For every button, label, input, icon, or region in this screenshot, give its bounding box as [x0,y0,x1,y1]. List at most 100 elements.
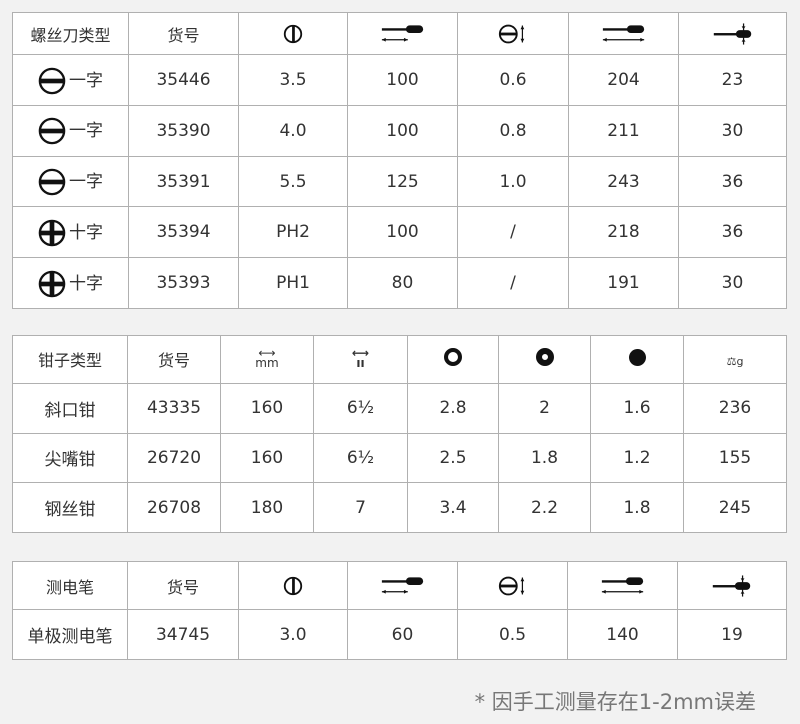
handle-diameter-icon [708,574,756,598]
item-no-cell: 35446 [128,54,239,107]
spec-cell: 100 [347,54,458,107]
spec-cell: PH1 [238,257,348,309]
spec-cell: 30 [678,105,787,157]
spec-cell: 0.5 [457,609,568,660]
type-cell: 一字 [12,105,129,157]
type-cell: 单极测电笔 [12,609,128,660]
table-row: 十字 35393 PH1 80/191 30 [12,257,787,309]
type-cell: 钢丝钳 [12,482,128,533]
spec-cell: 1.8 [498,432,591,484]
measurement-note: * 因手工测量存在1-2mm误差 [474,690,756,714]
spec-cell: 80 [347,257,458,309]
pliers-spec-table: 钳子类型 货号 ⟷ mm ⟷ ıı ⚖g 斜口钳 43335 160 6½ 2.8 2 1.6 2… [12,335,787,533]
spec-cell: 36 [678,155,787,208]
spec-cell: 3.5 [238,54,348,107]
soft-wire-icon [628,348,646,366]
item-no-cell: 43335 [127,382,221,434]
spec-cell: 236 [683,382,787,434]
length-mm-icon: ⟷ mm [255,345,279,370]
type-header: 钳子类型 [12,335,128,384]
voltage-tester-spec-table: 测电笔 货号 单极测电笔 34745 3.0 60 0.5 140 19 [12,560,787,660]
spec-cell: 1.8 [590,482,684,533]
spec-cell: 245 [683,482,787,533]
type-cell: 一字 [12,155,129,208]
table-row: 一字 35446 3.5 100 0.6 204 23 [12,54,787,107]
spec-cell: 0.6 [457,54,569,107]
blade-width-icon [282,575,304,597]
spec-cell: PH2 [238,206,348,259]
spec-cell: 1.6 [590,382,684,434]
spec-cell: 1.2 [590,432,684,484]
total-length-icon [600,22,648,46]
spec-cell: 140 [567,609,678,660]
spec-cell: 0.8 [457,105,569,157]
spec-cell: 23 [678,54,787,107]
slotted-icon [38,67,66,95]
spec-cell: / [457,257,569,309]
table-row: 斜口钳 43335 160 6½ 2.8 2 1.6 236 [12,382,787,434]
spec-cell: 60 [347,609,458,660]
handle-diameter-icon [709,22,757,46]
item-no-cell: 34745 [127,609,239,660]
table-row: 一字 35391 5.5 125 1.0 243 36 [12,155,787,208]
type-cell: 尖嘴钳 [12,432,128,484]
type-header: 螺丝刀类型 [12,11,129,56]
slotted-icon [38,168,66,196]
spec-cell: 36 [678,206,787,259]
spec-cell: 100 [347,206,458,259]
item-no-header: 货号 [127,560,239,611]
spec-cell: 2.2 [498,482,591,533]
header-row: 测电笔 货号 [12,560,787,611]
type-cell: 十字 [12,206,129,259]
spec-cell: 2 [498,382,591,434]
blade-thickness-icon [497,22,529,46]
item-no-cell: 26708 [127,482,221,533]
phillips-icon [38,270,66,298]
weight-icon: ⚖g [726,354,744,368]
spec-cell: 3.0 [238,609,348,660]
header-row: 钳子类型 货号 ⟷ mm ⟷ ıı ⚖g [12,335,787,384]
spec-cell: 243 [568,155,679,208]
spec-cell: 6½ [313,382,408,434]
blade-thickness-icon [497,574,529,598]
total-length-icon [599,574,647,598]
table-row: 一字 35390 4.0 100 0.8 211 30 [12,105,787,157]
spec-cell: 30 [678,257,787,309]
item-no-cell: 35390 [128,105,239,157]
table-row: 十字 35394 PH2 100/218 36 [12,206,787,259]
table-row: 钢丝钳 26708 180 7 3.4 2.2 1.8 245 [12,482,787,533]
type-cell: 一字 [12,54,129,107]
spec-cell: 191 [568,257,679,309]
spec-cell: 100 [347,105,458,157]
spec-cell: 160 [220,382,314,434]
blade-length-icon [379,574,427,598]
blade-length-icon [379,22,427,46]
item-no-cell: 35393 [128,257,239,309]
spec-cell: 2.8 [407,382,499,434]
item-no-header: 货号 [128,11,239,56]
spec-cell: 1.0 [457,155,569,208]
spec-cell: 19 [677,609,787,660]
item-no-cell: 35391 [128,155,239,208]
item-no-header: 货号 [127,335,221,384]
spec-cell: 155 [683,432,787,484]
spec-cell: 180 [220,482,314,533]
table-row: 尖嘴钳 26720 160 6½ 2.5 1.8 1.2 155 [12,432,787,484]
type-cell: 十字 [12,257,129,309]
type-cell: 斜口钳 [12,382,128,434]
item-no-cell: 35394 [128,206,239,259]
spec-cell: 125 [347,155,458,208]
item-no-cell: 26720 [127,432,221,484]
slotted-icon [38,117,66,145]
header-row: 螺丝刀类型 货号 [12,11,787,56]
spec-cell: 2.5 [407,432,499,484]
spec-cell: 204 [568,54,679,107]
spec-cell: 6½ [313,432,408,484]
medium-wire-icon [535,348,554,367]
spec-cell: 218 [568,206,679,259]
spec-cell: / [457,206,569,259]
spec-cell: 3.4 [407,482,499,533]
spec-cell: 7 [313,482,408,533]
spec-cell: 160 [220,432,314,484]
spec-cell: 211 [568,105,679,157]
